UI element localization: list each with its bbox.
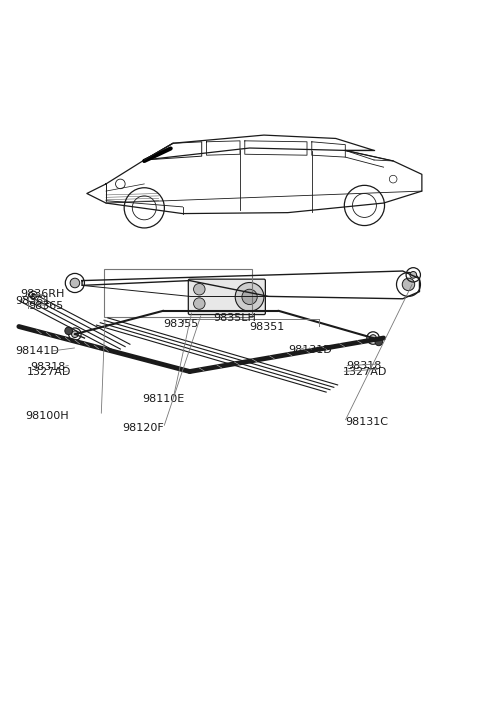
Circle shape [410,271,417,278]
Bar [104,269,252,317]
Text: 98318: 98318 [346,361,382,371]
Text: 9835LH: 9835LH [214,313,256,323]
Circle shape [370,335,376,342]
Text: 98318: 98318 [30,362,66,372]
Text: 98141D: 98141D [15,347,59,357]
Text: 98120F: 98120F [123,423,165,433]
Text: 98355: 98355 [163,318,199,329]
Circle shape [242,290,257,305]
Circle shape [32,293,35,297]
Text: 98361: 98361 [15,296,50,306]
Text: 98365: 98365 [28,302,64,311]
Text: 98131C: 98131C [345,417,388,427]
Circle shape [70,278,80,288]
Circle shape [402,278,415,291]
FancyBboxPatch shape [188,279,265,315]
Circle shape [375,338,383,346]
Text: 1327AD: 1327AD [27,367,72,378]
Text: 9836RH: 9836RH [20,289,64,299]
Circle shape [193,297,205,309]
Text: 98100H: 98100H [25,411,69,421]
Polygon shape [144,147,172,162]
Circle shape [72,331,78,338]
Circle shape [193,284,205,295]
Circle shape [235,282,264,311]
Text: 98110E: 98110E [142,394,184,404]
Text: 98351: 98351 [250,321,285,331]
Text: 98131D: 98131D [288,345,332,355]
Circle shape [65,327,72,335]
Text: 1327AD: 1327AD [343,367,387,377]
